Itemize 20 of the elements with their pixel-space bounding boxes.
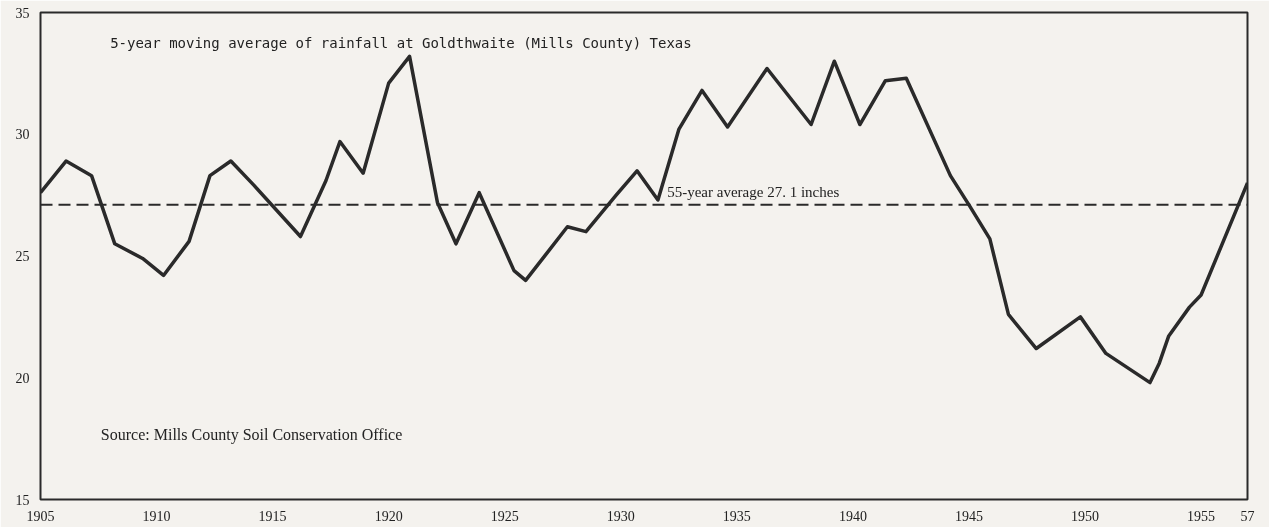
y-tick-label: 30 — [15, 127, 30, 143]
x-tick-label: 1915 — [258, 508, 287, 524]
x-tick-label: 1910 — [142, 508, 171, 524]
y-tick-label: 15 — [15, 492, 30, 508]
x-tick-label: 1925 — [490, 508, 519, 524]
ref-line-label: 55-year average 27. 1 inches — [667, 183, 840, 200]
x-tick-label: 1930 — [606, 508, 635, 524]
annotation: Source: Mills County Soil Conservation Office — [100, 426, 403, 445]
y-tick-label: 35 — [15, 5, 30, 21]
x-tick-label: 1955 — [1187, 508, 1216, 524]
x-tick-label: 1945 — [954, 508, 983, 524]
y-tick-label: 20 — [15, 370, 30, 386]
x-tick-label: 1935 — [722, 508, 751, 524]
text: 5-year moving average of rainfall at Goldthwaite (Mills County) Texas — [110, 34, 692, 51]
x-tick-label: 1905 — [26, 508, 55, 524]
y-tick-label: 25 — [15, 249, 30, 264]
x-tick-label: 1950 — [1071, 508, 1100, 524]
x-tick-label: 1920 — [374, 508, 403, 524]
x-tick-label: 1940 — [838, 508, 867, 524]
x-tick-label: 57 — [1240, 508, 1255, 524]
